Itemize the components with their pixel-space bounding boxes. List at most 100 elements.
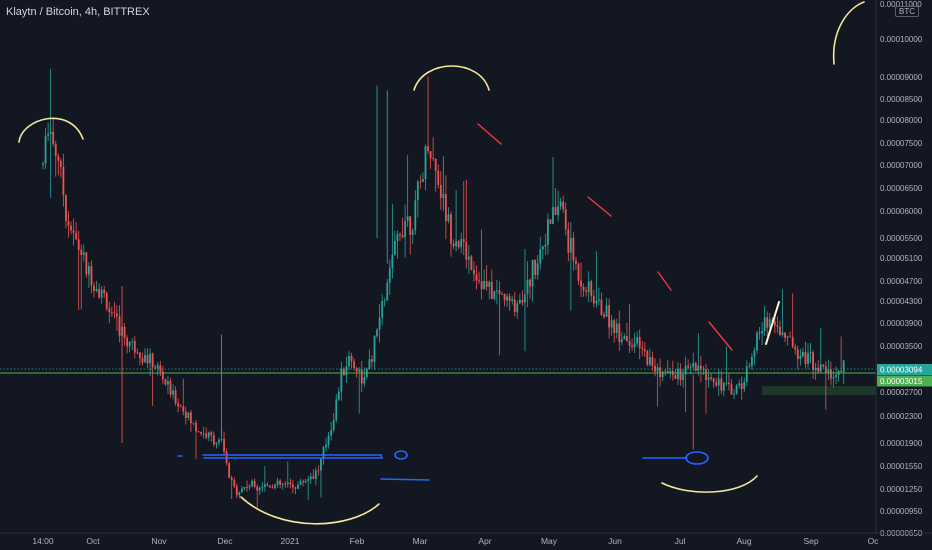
candle-body bbox=[343, 368, 345, 376]
white-trend-aug bbox=[765, 301, 780, 345]
candle-body bbox=[105, 293, 108, 309]
candle-body bbox=[779, 326, 781, 336]
candle-body bbox=[600, 299, 603, 315]
candle-body bbox=[133, 340, 136, 353]
candle-body bbox=[577, 263, 580, 281]
candlesticks bbox=[42, 68, 845, 510]
candle-body bbox=[200, 431, 202, 434]
candle-body bbox=[396, 234, 399, 241]
candle-body bbox=[470, 256, 473, 270]
y-tick-label: 0.00007000 bbox=[880, 161, 923, 170]
candle-body bbox=[485, 281, 488, 287]
blue-support-left bbox=[202, 454, 384, 459]
candle-body bbox=[562, 201, 565, 210]
candle-body bbox=[409, 216, 412, 235]
candle-body bbox=[763, 317, 766, 331]
candle-body bbox=[172, 390, 174, 395]
candle-body bbox=[493, 291, 496, 299]
candle-body bbox=[284, 483, 287, 485]
candle-body bbox=[758, 332, 761, 334]
candle-body bbox=[669, 370, 672, 373]
candle-body bbox=[332, 420, 335, 430]
candle-body bbox=[263, 484, 266, 487]
candle-body bbox=[592, 296, 595, 304]
candle-body bbox=[355, 368, 358, 372]
candle-body bbox=[447, 214, 450, 222]
candle-body bbox=[350, 355, 353, 362]
candle-body bbox=[564, 209, 567, 230]
candle-body bbox=[608, 305, 610, 328]
candle-body bbox=[730, 383, 733, 395]
x-tick-label: 2021 bbox=[281, 536, 300, 546]
candle-body bbox=[59, 160, 62, 167]
candle-body bbox=[434, 158, 437, 171]
y-tick-label: 0.00002700 bbox=[880, 388, 923, 397]
candle-body bbox=[151, 353, 154, 368]
candle-body bbox=[110, 312, 113, 314]
candle-body bbox=[281, 483, 284, 485]
yellow-curve-top-right bbox=[832, 1, 865, 65]
candle-body bbox=[460, 239, 463, 248]
candle-body bbox=[682, 374, 684, 381]
candle-body bbox=[376, 329, 378, 337]
candle-body bbox=[465, 241, 468, 260]
candle-body bbox=[289, 482, 292, 485]
candle-body bbox=[67, 221, 70, 226]
candle-body bbox=[819, 364, 822, 372]
candle-body bbox=[312, 476, 315, 479]
candle-body bbox=[641, 348, 644, 350]
x-tick-label: Aug bbox=[736, 536, 751, 546]
candle-body bbox=[827, 369, 830, 374]
candle-body bbox=[304, 480, 307, 483]
candle-body bbox=[735, 385, 738, 395]
y-tick-label: 0.00002300 bbox=[880, 412, 923, 421]
candle-body bbox=[169, 380, 172, 395]
last-price-tag: 0.00003094 bbox=[877, 364, 932, 375]
time-axis[interactable]: 14:00 Oct Nov Dec 2021 Feb Mar Apr May Jun Jul Aug S… bbox=[32, 536, 879, 546]
candle-body bbox=[401, 235, 404, 238]
red-line-may bbox=[587, 196, 612, 217]
candle-body bbox=[534, 259, 537, 275]
candle-body bbox=[358, 369, 361, 372]
svg-text:0.00003015: 0.00003015 bbox=[880, 377, 923, 386]
candle-body bbox=[406, 216, 409, 221]
candle-body bbox=[274, 484, 276, 488]
candle-body bbox=[207, 432, 210, 438]
candle-body bbox=[47, 133, 49, 136]
candle-body bbox=[773, 321, 776, 326]
candle-body bbox=[238, 492, 241, 496]
candle-body bbox=[146, 355, 149, 364]
candle-body bbox=[294, 487, 297, 489]
candle-body bbox=[314, 470, 317, 479]
candle-body bbox=[582, 286, 585, 291]
candle-body bbox=[689, 367, 692, 368]
y-tick-label: 0.00009000 bbox=[880, 73, 923, 82]
candle-body bbox=[697, 365, 700, 371]
candle-body bbox=[547, 219, 549, 245]
candle-body bbox=[62, 166, 65, 196]
candle-body bbox=[52, 131, 55, 145]
candle-body bbox=[77, 239, 80, 250]
candle-body bbox=[664, 371, 667, 373]
candle-body bbox=[587, 281, 590, 293]
candle-body bbox=[722, 382, 725, 391]
candle-body bbox=[72, 230, 75, 233]
y-tick-label: 0.00010000 bbox=[880, 35, 923, 44]
candle-body bbox=[192, 422, 195, 424]
candle-body bbox=[631, 345, 633, 348]
candle-body bbox=[345, 366, 348, 376]
candle-body bbox=[620, 339, 623, 343]
candle-body bbox=[651, 357, 654, 366]
candle-body bbox=[575, 260, 577, 264]
candle-body bbox=[666, 371, 669, 373]
candle-body bbox=[179, 406, 182, 408]
candle-body bbox=[475, 274, 478, 281]
x-tick-label: Oct bbox=[86, 536, 100, 546]
annotations bbox=[18, 1, 865, 525]
currency-badge[interactable]: BTC bbox=[895, 6, 919, 17]
candle-body bbox=[98, 288, 100, 298]
candle-body bbox=[248, 486, 251, 488]
candle-body bbox=[422, 179, 424, 182]
